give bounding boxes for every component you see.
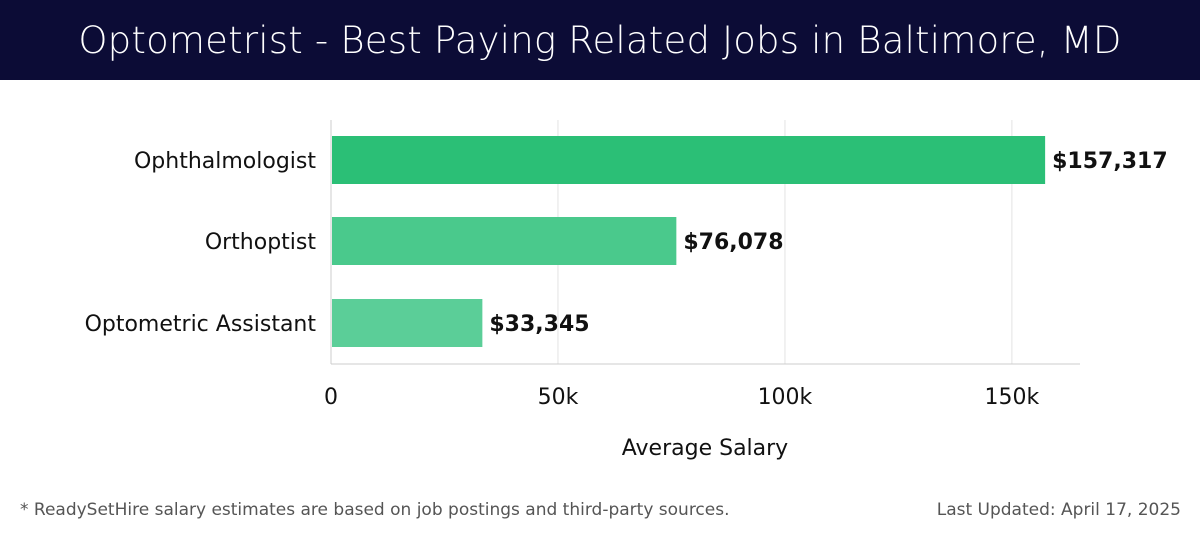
bar xyxy=(332,217,677,265)
x-tick-label: 0 xyxy=(324,385,338,410)
bar xyxy=(332,299,483,347)
value-label: $76,078 xyxy=(683,230,783,255)
page-title: Optometrist - Best Paying Related Jobs i… xyxy=(78,18,1122,62)
x-tick-label: 100k xyxy=(758,385,813,410)
category-label: Ophthalmologist xyxy=(134,149,316,174)
value-label: $33,345 xyxy=(489,312,589,337)
bar-layer: $157,317 $76,078 $33,345 xyxy=(332,136,1168,347)
last-updated: Last Updated: April 17, 2025 xyxy=(936,500,1181,520)
category-label: Orthoptist xyxy=(205,230,317,255)
axis-layer: 0 50k 100k 150k Ophthalmologist Orthoptist Opt… xyxy=(85,120,1080,410)
value-label: $157,317 xyxy=(1052,149,1168,174)
header-bar: Optometrist - Best Paying Related Jobs i… xyxy=(0,0,1200,80)
x-tick-label: 150k xyxy=(985,385,1040,410)
bar xyxy=(332,136,1046,184)
x-axis-title: Average Salary xyxy=(622,436,788,461)
salary-bar-chart: $157,317 $76,078 $33,345 0 50k 100k 150k Ophth… xyxy=(85,120,1168,461)
footer-note: * ReadySetHire salary estimates are base… xyxy=(20,500,730,520)
x-tick-label: 50k xyxy=(538,385,579,410)
category-label: Optometric Assistant xyxy=(85,312,317,337)
